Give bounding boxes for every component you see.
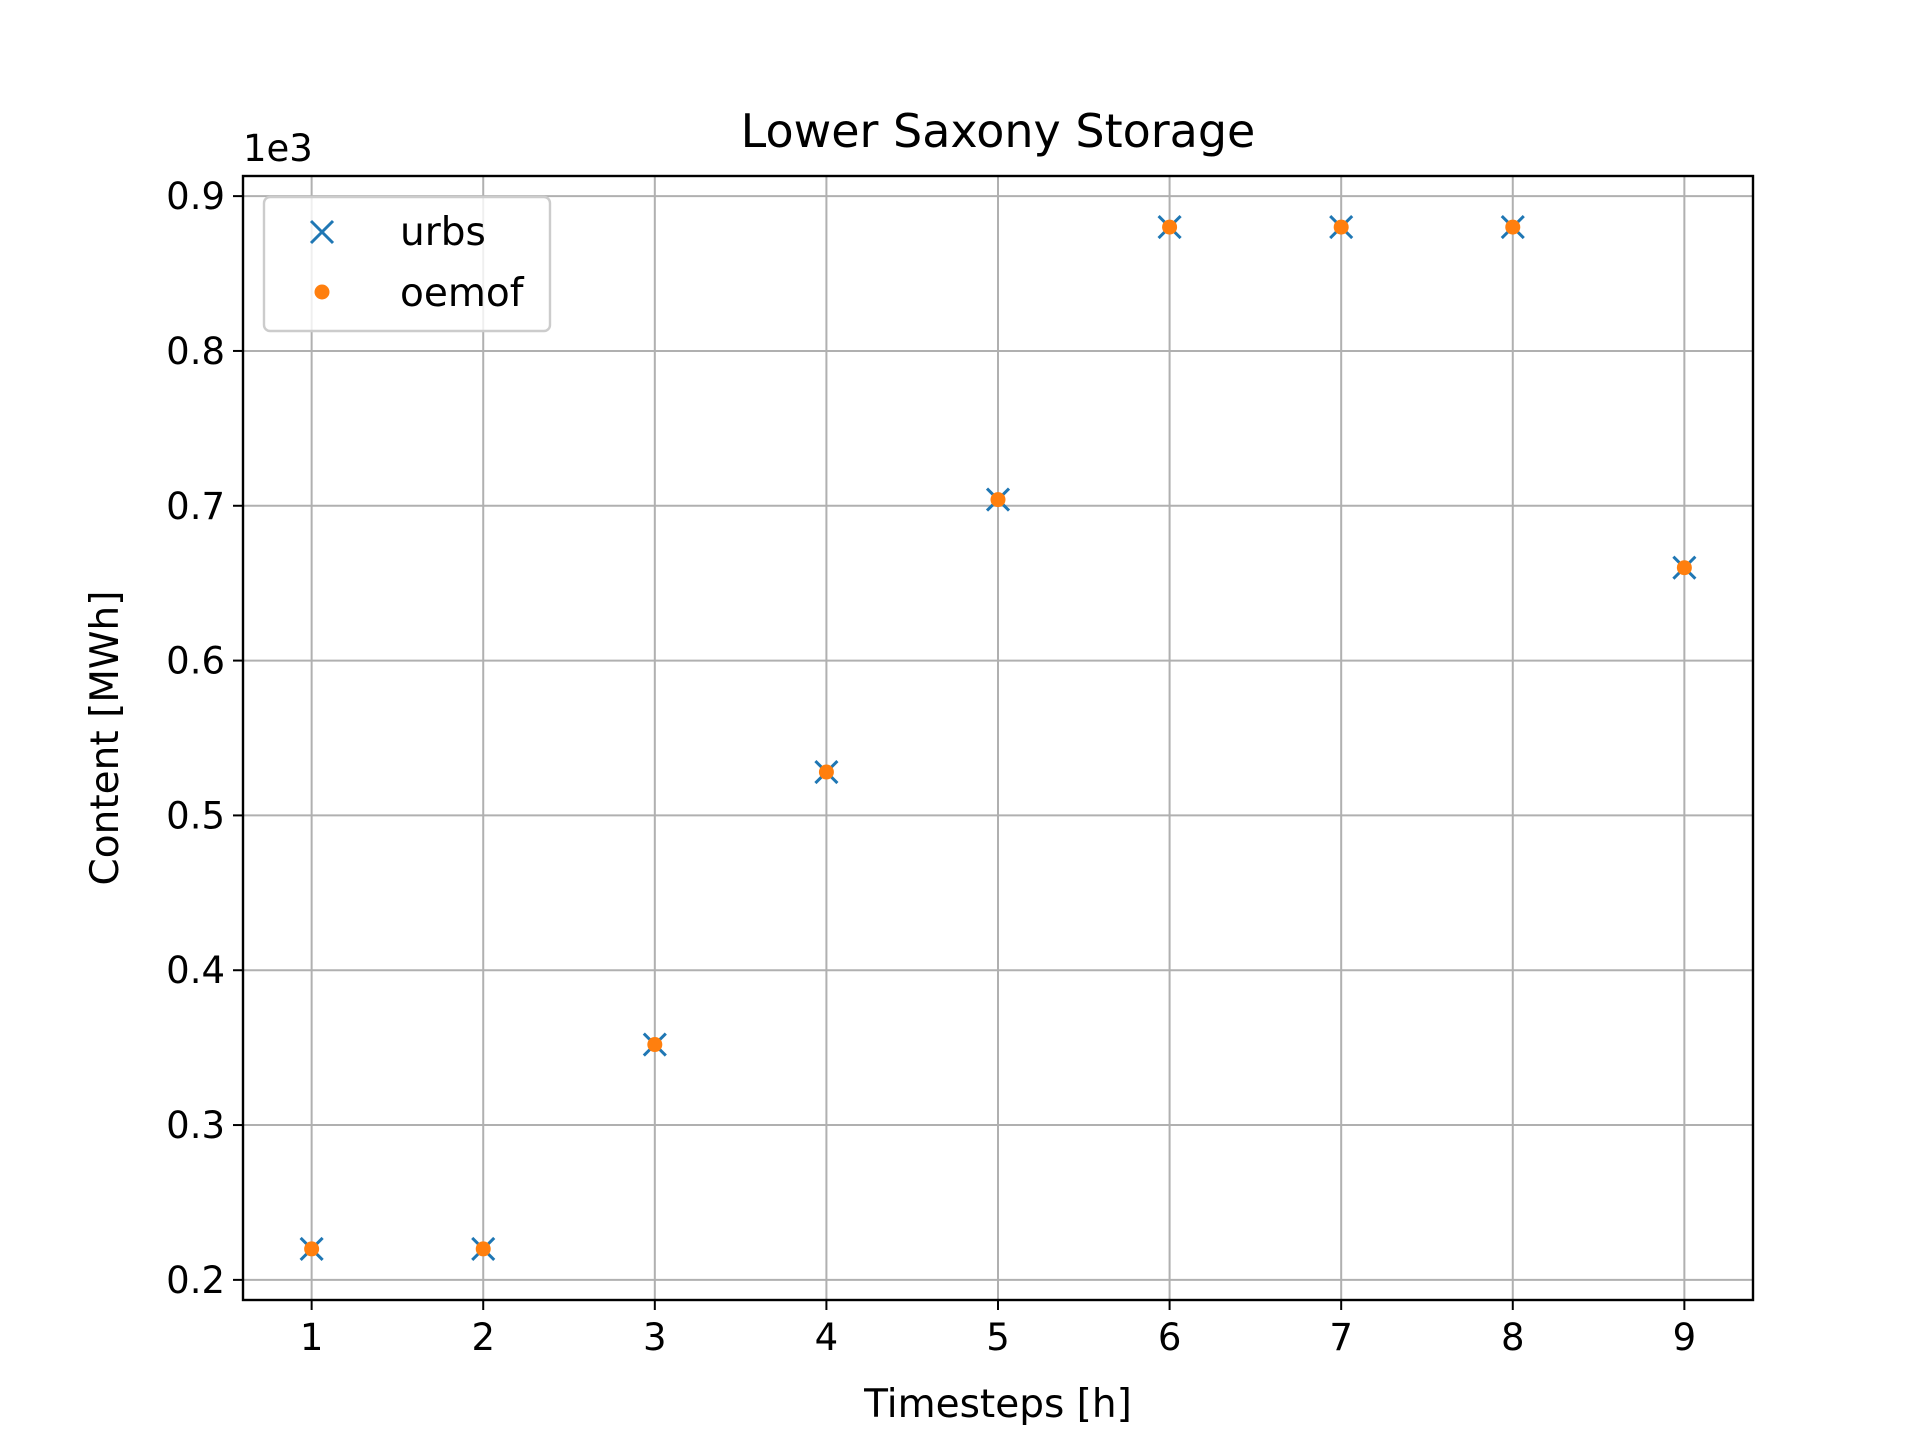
x-tick-label: 7: [1329, 1316, 1353, 1359]
x-tick-label: 4: [815, 1316, 839, 1359]
data-point-oemof: [475, 1241, 491, 1257]
y-tick-label: 0.8: [166, 330, 225, 373]
y-axis-offset-label: 1e3: [243, 127, 313, 170]
x-tick-label: 5: [986, 1316, 1010, 1359]
data-points: [299, 215, 1697, 1261]
legend-label-oemof: oemof: [400, 271, 525, 316]
y-tick-label: 0.9: [166, 175, 225, 218]
y-tick-label: 0.5: [166, 794, 225, 837]
chart-title: Lower Saxony Storage: [741, 104, 1256, 158]
legend-marker-oemof: [314, 284, 330, 300]
y-tick-label: 0.2: [166, 1259, 225, 1302]
x-axis-label: Timesteps [h]: [863, 1382, 1132, 1427]
data-point-oemof: [647, 1037, 663, 1053]
y-tick-label: 0.6: [166, 640, 225, 683]
legend-label-urbs: urbs: [400, 210, 486, 255]
x-tick-label: 6: [1158, 1316, 1182, 1359]
x-tick-label: 8: [1501, 1316, 1525, 1359]
data-point-oemof: [1333, 219, 1349, 235]
y-tick-label: 0.3: [166, 1104, 225, 1147]
data-point-oemof: [1676, 560, 1692, 576]
legend-symbol-urbs: [309, 219, 335, 245]
legend-marker-urbs: [309, 219, 335, 245]
data-point-oemof: [304, 1241, 320, 1257]
data-point-oemof: [1162, 219, 1178, 235]
legend-frame: [262, 195, 552, 333]
y-tick-label: 0.4: [166, 949, 225, 992]
x-tick-label: 9: [1673, 1316, 1697, 1359]
legend: urbs oemof: [262, 195, 552, 333]
x-tick-label: 2: [471, 1316, 495, 1359]
x-tick-label: 3: [643, 1316, 667, 1359]
data-point-oemof: [1505, 219, 1521, 235]
y-axis-label: Content [MWh]: [83, 591, 128, 886]
data-point-oemof: [818, 764, 834, 780]
legend-symbol-oemof: [314, 284, 330, 300]
axis-ticks: 1 2 3 4 5 6 7 8 9 0.2 0.3 0.4 0.5 0.6 0.7 0.8 0.9: [166, 175, 1696, 1359]
x-tick-label: 1: [300, 1316, 324, 1359]
y-tick-label: 0.7: [166, 485, 225, 528]
data-point-oemof: [990, 492, 1006, 508]
